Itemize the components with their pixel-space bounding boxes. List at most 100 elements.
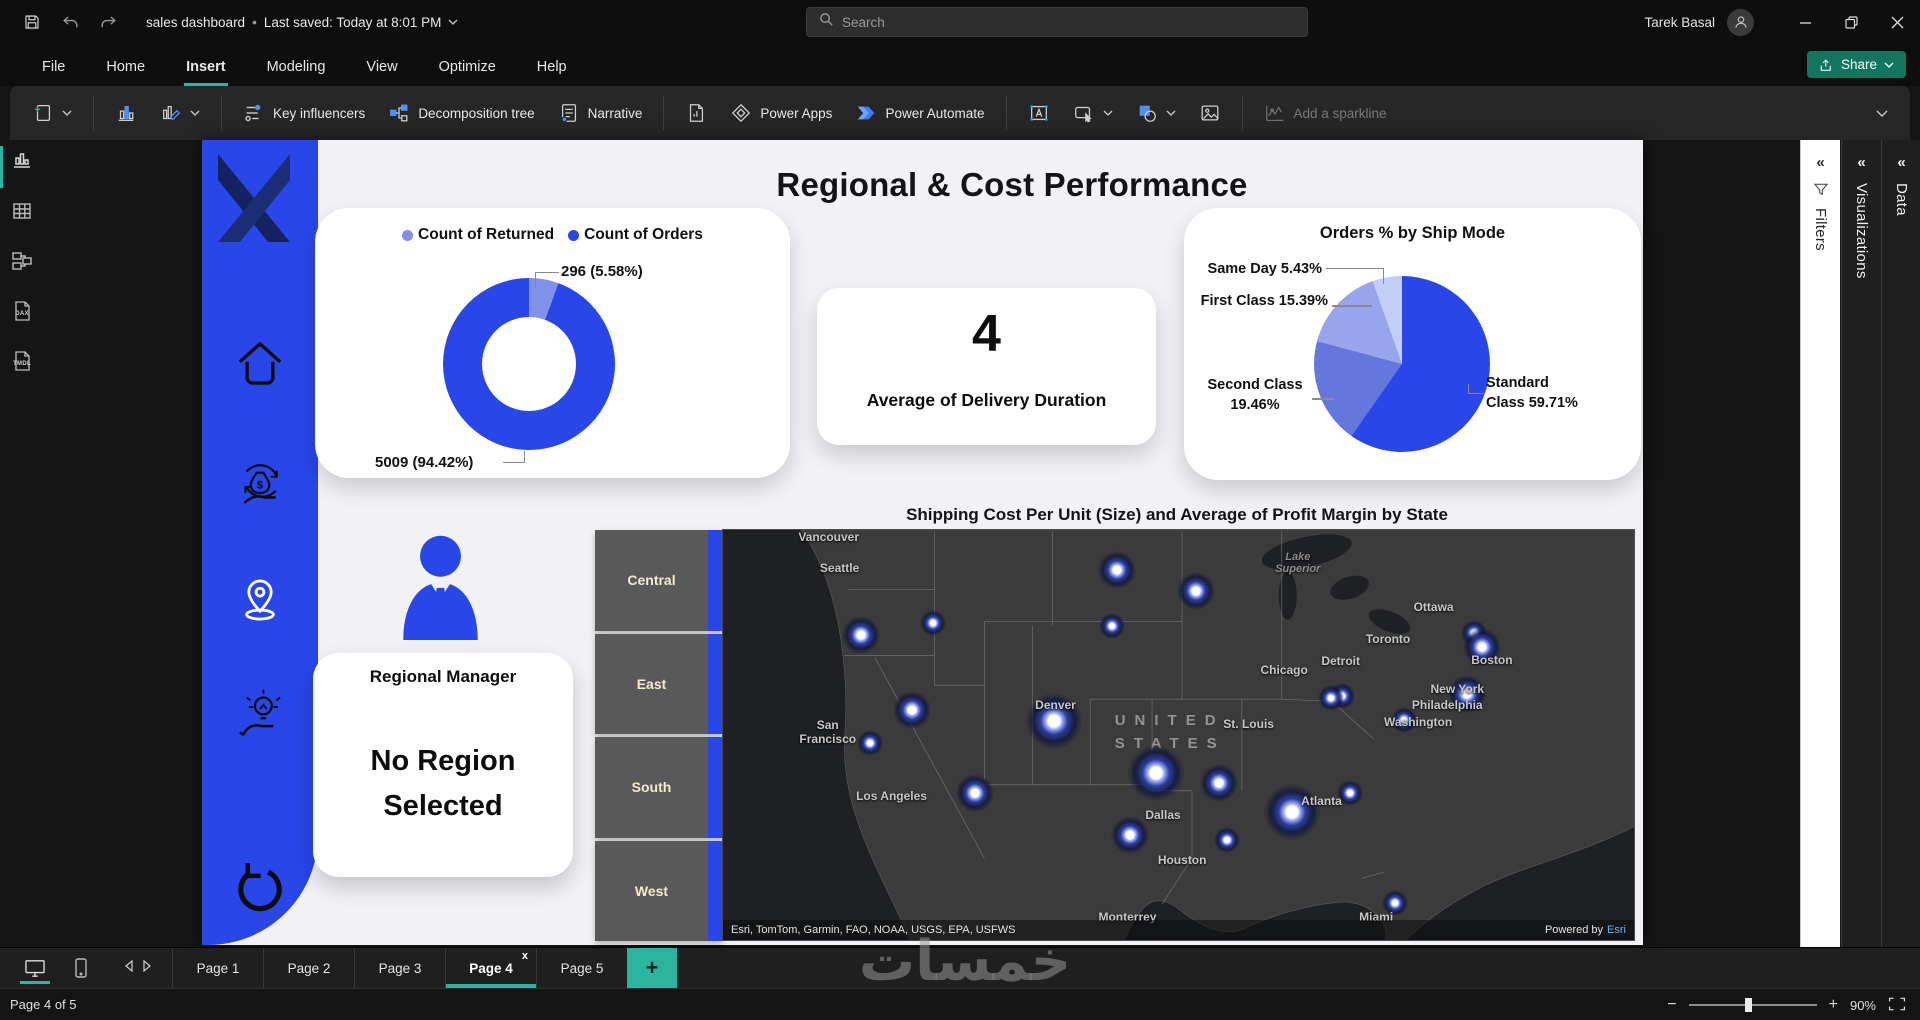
map-bubble[interactable] (1025, 693, 1082, 750)
fit-to-page-icon[interactable] (1888, 997, 1906, 1014)
shapes-dropdown[interactable] (1130, 96, 1182, 130)
map-bubble[interactable] (1098, 613, 1125, 640)
menu-insert[interactable]: Insert (184, 50, 228, 86)
data-pane-collapsed[interactable]: « Data (1881, 140, 1920, 947)
map-bubble[interactable] (1213, 827, 1240, 854)
idea-bulb-hand-icon[interactable] (232, 688, 288, 744)
tab-page-3[interactable]: Page 3 (354, 948, 445, 988)
narrative-button[interactable]: Narrative (552, 96, 649, 130)
map-bubble[interactable] (842, 615, 881, 654)
desktop-layout-icon[interactable] (20, 948, 50, 988)
map-bubble[interactable] (1176, 571, 1215, 610)
map-bubble[interactable] (856, 729, 883, 756)
map-bubble[interactable] (956, 774, 995, 813)
menu-file[interactable]: File (42, 59, 66, 75)
expand-filters-icon[interactable]: « (1816, 154, 1825, 171)
zoom-out-button[interactable]: − (1667, 996, 1677, 1013)
back-arrow-icon[interactable] (226, 858, 282, 914)
title-chevron-down-icon[interactable] (448, 19, 458, 25)
donut-ring[interactable] (443, 278, 615, 450)
region-button-east[interactable]: East (595, 633, 723, 734)
close-icon[interactable] (1874, 0, 1920, 44)
search-input[interactable] (842, 14, 1295, 30)
document-title-group[interactable]: sales dashboard • Last saved: Today at 8… (146, 15, 458, 30)
decomposition-tree-button[interactable]: Decomposition tree (382, 96, 540, 130)
map-bubble[interactable] (1462, 628, 1501, 667)
menu-help[interactable]: Help (536, 59, 567, 75)
text-box-button[interactable] (1022, 96, 1056, 130)
prev-page-arrow-icon[interactable] (124, 959, 133, 977)
map-bubble[interactable] (1127, 744, 1184, 801)
menu-optimize[interactable]: Optimize (438, 59, 496, 75)
add-sparkline-button[interactable]: Add a sparkline (1258, 96, 1393, 130)
new-page-button[interactable] (26, 96, 78, 130)
add-page-button[interactable]: + (627, 948, 677, 988)
map-bubble[interactable] (1317, 685, 1344, 712)
search-box[interactable] (806, 7, 1308, 37)
map-bubble[interactable] (1111, 815, 1150, 854)
restore-button[interactable] (1828, 0, 1874, 44)
map-bubble[interactable] (1382, 890, 1409, 917)
region-button-south[interactable]: South (595, 737, 723, 838)
filters-pane-collapsed[interactable]: « Filters (1800, 140, 1840, 947)
regional-manager-card[interactable]: Regional Manager No Region Selected (313, 653, 573, 877)
tab-page-1[interactable]: Page 1 (172, 948, 263, 988)
visualizations-pane-collapsed[interactable]: « Visualizations (1841, 140, 1881, 947)
map-bubble[interactable] (892, 690, 931, 729)
zoom-slider[interactable] (1688, 998, 1817, 1012)
tab-page-5[interactable]: Page 5 (536, 948, 627, 988)
share-button[interactable]: Share (1806, 51, 1906, 78)
kpi-card[interactable]: 4 Average of Delivery Duration (817, 288, 1156, 445)
tab-page-2[interactable]: Page 2 (263, 948, 354, 988)
qa-visual-button[interactable] (679, 96, 713, 130)
mobile-layout-icon[interactable] (66, 948, 96, 988)
minimize-button[interactable] (1782, 0, 1828, 44)
menu-modeling[interactable]: Modeling (266, 59, 326, 75)
user-avatar[interactable] (1727, 8, 1754, 36)
esri-link[interactable]: Esri (1607, 924, 1626, 936)
power-apps-button[interactable]: Power Apps (724, 96, 838, 130)
legend-item-orders[interactable]: Count of Orders (568, 226, 703, 244)
next-page-arrow-icon[interactable] (143, 959, 152, 977)
zoom-slider-handle[interactable] (1744, 998, 1752, 1012)
image-button[interactable] (1193, 96, 1227, 130)
region-button-west[interactable]: West (595, 840, 723, 941)
format-visual-button[interactable] (154, 96, 206, 130)
model-view-icon[interactable] (10, 249, 34, 273)
location-pin-icon[interactable] (232, 572, 288, 628)
map-bubble[interactable] (1336, 780, 1363, 807)
save-icon[interactable] (22, 12, 42, 32)
map-bubble[interactable] (1390, 707, 1417, 734)
map-bubble[interactable] (1098, 550, 1137, 589)
legend-item-returned[interactable]: Count of Returned (402, 226, 554, 244)
collapse-ribbon-button[interactable] (1870, 98, 1894, 128)
map-bubble[interactable] (1264, 784, 1321, 841)
expand-data-icon[interactable]: « (1897, 154, 1906, 171)
close-page-icon[interactable]: x (521, 950, 528, 962)
menu-home[interactable]: Home (106, 59, 146, 75)
dax-query-view-icon[interactable]: DAX (10, 299, 34, 323)
home-icon[interactable] (232, 336, 288, 392)
money-return-icon[interactable]: $ (232, 456, 288, 512)
map-visual[interactable]: UNITED STATES Vancouver Seattle San Franci… (722, 529, 1635, 941)
map-bubble[interactable] (920, 609, 947, 636)
report-view-icon[interactable] (10, 148, 34, 172)
zoom-in-button[interactable]: + (1828, 996, 1838, 1013)
map-bubble[interactable] (1448, 675, 1487, 713)
donut-chart-card[interactable]: Count of Returned Count of Orders 296 (5… (315, 208, 790, 478)
undo-icon[interactable] (60, 12, 80, 32)
table-view-icon[interactable] (10, 199, 34, 223)
tab-page-4[interactable]: Page 4 x (445, 948, 536, 988)
expand-visualizations-icon[interactable]: « (1857, 154, 1866, 171)
tmdl-view-icon[interactable]: TMDL (10, 349, 34, 373)
power-automate-button[interactable]: Power Automate (849, 96, 990, 130)
region-button-central[interactable]: Central (595, 530, 723, 631)
map-bubble[interactable] (1199, 764, 1238, 803)
pie-circle[interactable] (1314, 276, 1490, 452)
key-influencers-button[interactable]: Key influencers (237, 96, 371, 130)
menu-view[interactable]: View (366, 59, 398, 75)
pie-chart-card[interactable]: Orders % by Ship Mode Same Day 5.43% Fir… (1184, 208, 1641, 480)
redo-icon[interactable] (98, 12, 118, 32)
new-visual-button[interactable] (109, 96, 143, 130)
buttons-dropdown[interactable] (1067, 96, 1119, 130)
